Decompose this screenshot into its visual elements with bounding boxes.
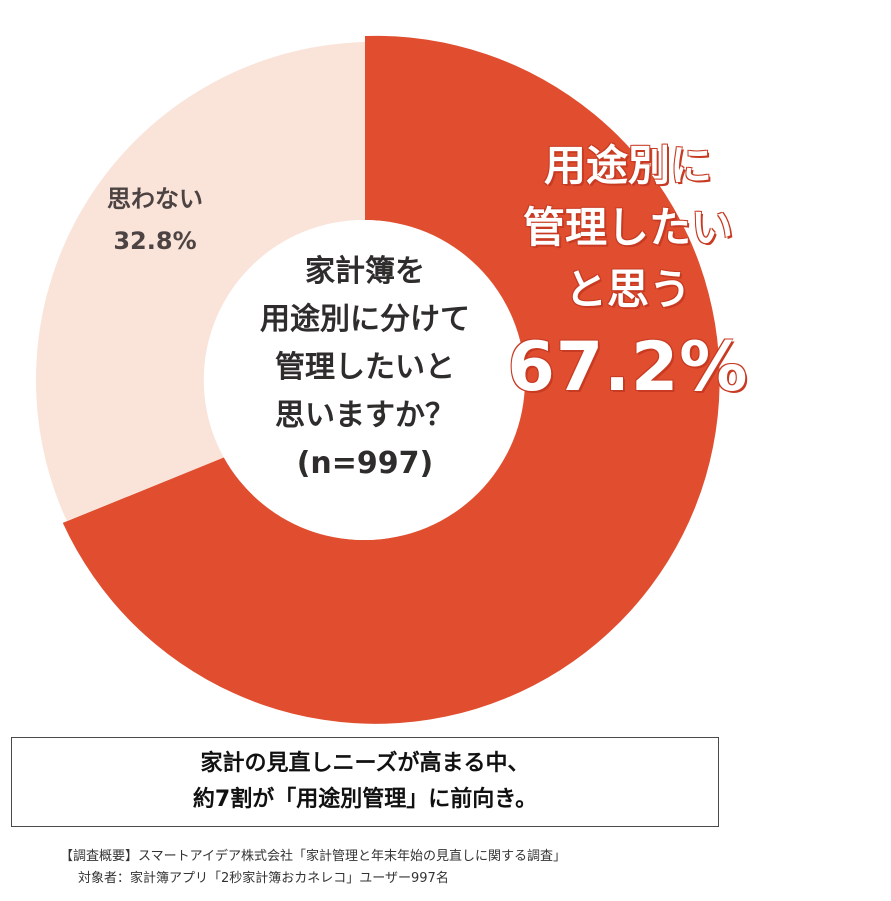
donut-chart: [35, 35, 720, 724]
segment-no: [35, 42, 365, 521]
label-yes-text: 用途別に: [543, 141, 712, 190]
label-yes-value: 67.2%: [507, 328, 749, 407]
label-yes-text: 管理したい: [522, 203, 733, 252]
label-no-value: 32.8%: [113, 227, 197, 255]
label-yes-text: と思う: [564, 265, 691, 314]
survey-footnote: 【調査概要】スマートアイデア株式会社「家計管理と年末年始の見直しに関する調査」 …: [60, 846, 566, 890]
footnote-survey: 【調査概要】スマートアイデア株式会社「家計管理と年末年始の見直しに関する調査」: [60, 849, 566, 864]
label-no-text: 思わない: [107, 185, 203, 213]
headline-line: 家計の見直しニーズが高まる中、: [200, 751, 530, 776]
question-line: 思いますか？: [275, 398, 455, 433]
footnote-target: 対象者：家計簿アプリ「2秒家計簿おカネレコ」ユーザー997名: [78, 871, 449, 886]
headline-line: 約7割が「用途別管理」に前向き。: [192, 787, 538, 812]
question-line: 用途別に分けて: [260, 302, 470, 337]
segment-yes: [62, 35, 720, 724]
question-line: 管理したいと: [275, 350, 455, 385]
question-line: 家計簿を: [305, 254, 425, 289]
label-yes: 用途別に 管理したい と思う 67.2%: [488, 135, 768, 413]
label-no: 思わない 32.8%: [70, 178, 240, 262]
sample-size: (n=997): [296, 446, 434, 481]
donut-hole: [205, 220, 525, 540]
headline-box: 家計の見直しニーズが高まる中、 約7割が「用途別管理」に前向き。: [11, 737, 719, 827]
center-question: 家計簿を 用途別に分けて 管理したいと 思いますか？ (n=997): [215, 248, 515, 488]
